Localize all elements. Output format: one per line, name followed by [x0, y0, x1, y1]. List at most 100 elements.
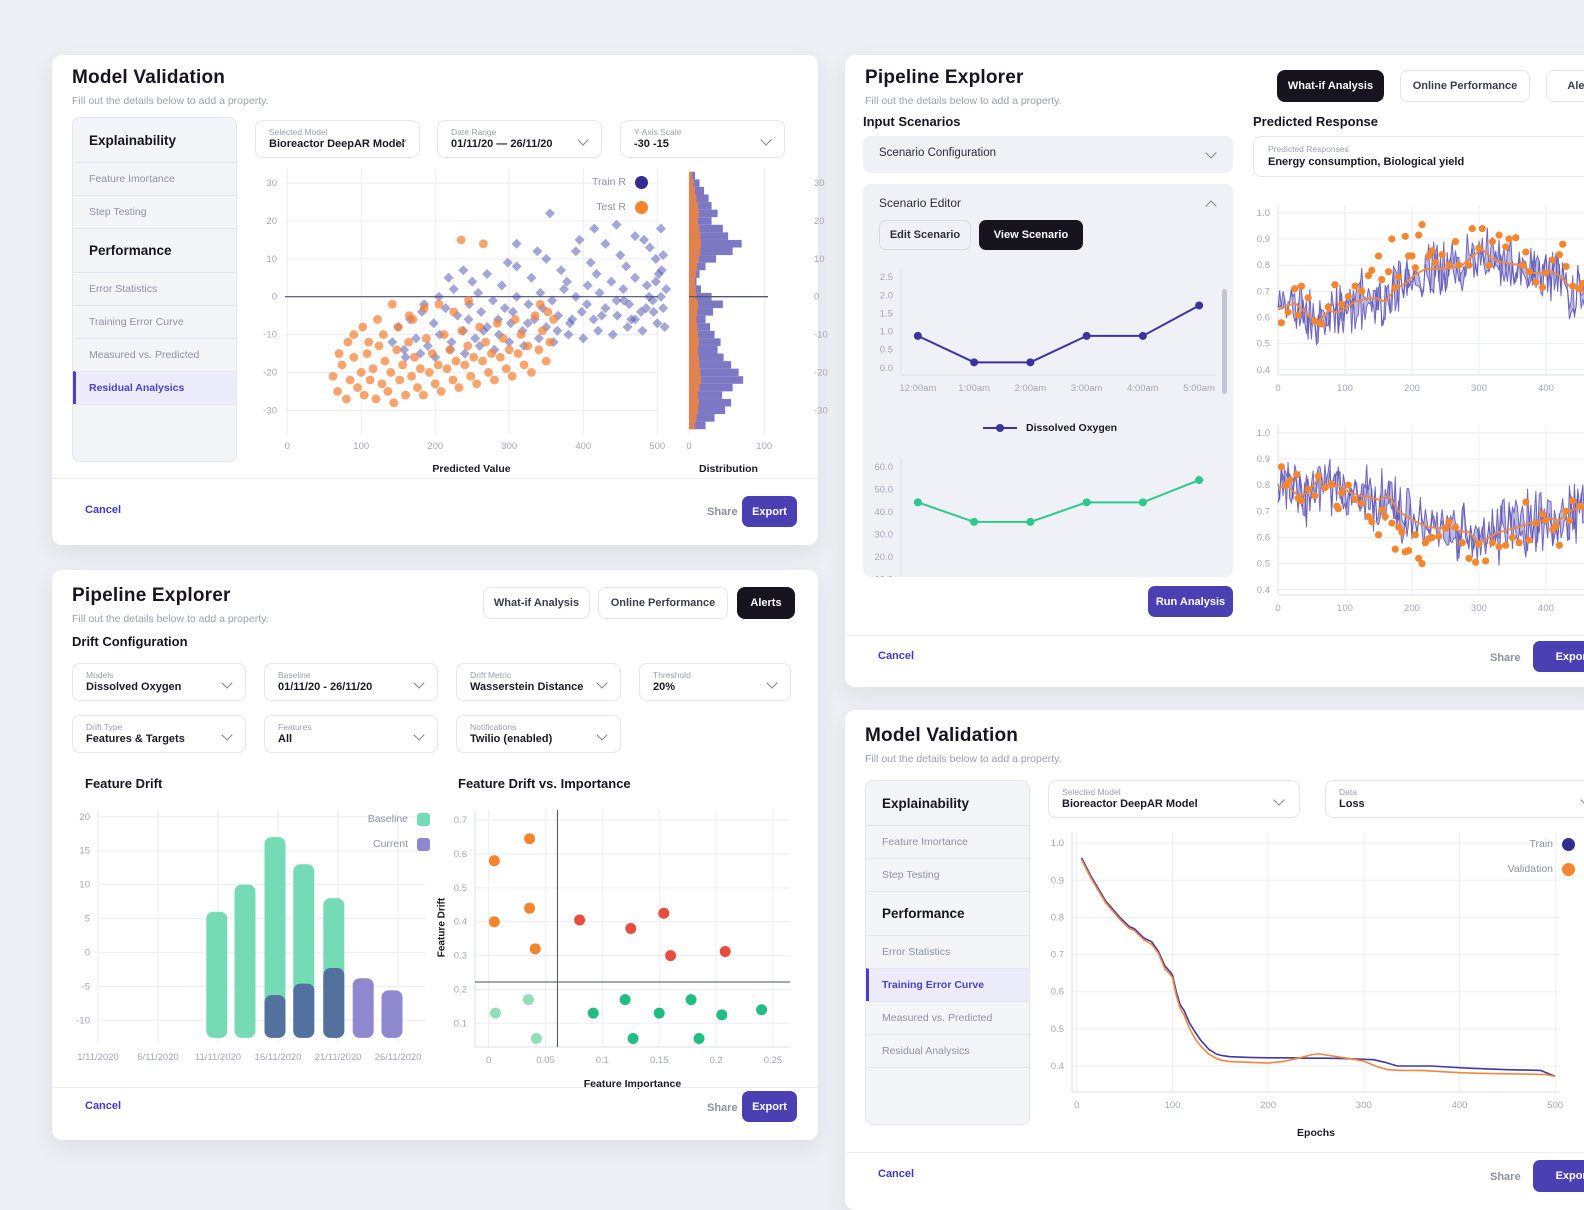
- run-analysis-button[interactable]: Run Analysis: [1148, 586, 1233, 617]
- svg-text:0.4: 0.4: [454, 917, 467, 928]
- svg-text:0.9: 0.9: [1257, 454, 1270, 465]
- svg-text:30: 30: [266, 178, 277, 189]
- selected-model-select[interactable]: Selected Model Bioreactor DeepAR Model: [255, 120, 420, 158]
- svg-text:100: 100: [353, 441, 369, 452]
- sidebar-item[interactable]: Training Error Curve: [866, 968, 1029, 1001]
- share-button[interactable]: Share: [1490, 652, 1521, 664]
- svg-text:400: 400: [1538, 603, 1554, 614]
- svg-text:10: 10: [266, 254, 277, 265]
- select-label: Models: [86, 670, 114, 680]
- svg-text:0.6: 0.6: [1257, 312, 1270, 323]
- date-range-select[interactable]: Date Range 01/11/20 — 26/11/20: [437, 120, 602, 158]
- feature-drift-bar-chart: 1/11/2020 6/11/2020 11/11/2020 16/11/2020 21…: [72, 798, 442, 1088]
- svg-text:50.0: 50.0: [875, 485, 894, 496]
- sidebar-item[interactable]: Residual Analysics: [866, 1034, 1029, 1067]
- select-value: Loss: [1339, 798, 1365, 810]
- models-select[interactable]: Models Dissolved Oxygen: [72, 663, 246, 701]
- svg-text:2.0: 2.0: [880, 290, 893, 301]
- data-select[interactable]: Data Loss: [1325, 780, 1584, 818]
- cancel-button[interactable]: Cancel: [85, 1100, 122, 1112]
- svg-text:0.15: 0.15: [650, 1055, 669, 1066]
- chart-title: Feature Drift vs. Importance: [458, 776, 631, 791]
- bars-legend: Baseline Current: [320, 812, 430, 851]
- dropdown-label: Scenario Configuration: [879, 147, 996, 159]
- svg-text:0.4: 0.4: [1051, 1061, 1064, 1072]
- y-axis-scale-select[interactable]: Y-Axis Scale -30 -15: [620, 120, 785, 158]
- tab-online-performance[interactable]: Online Performance: [1400, 70, 1530, 102]
- svg-text:400: 400: [1452, 1100, 1468, 1111]
- sidebar-item[interactable]: Error Statistics: [73, 272, 236, 305]
- select-label: Drift Metric: [470, 670, 512, 680]
- scrollbar[interactable]: [1222, 289, 1227, 394]
- export-button[interactable]: Export: [742, 1091, 797, 1122]
- drift-type-select[interactable]: Drift Type Features & Targets: [72, 715, 246, 753]
- svg-text:0.1: 0.1: [596, 1055, 609, 1066]
- svg-text:Predicted Value: Predicted Value: [432, 463, 510, 475]
- legend-label: Baseline: [367, 813, 408, 825]
- baseline-select[interactable]: Baseline 01/11/20 - 26/11/20: [264, 663, 438, 701]
- field-label: Predicted Responses: [1268, 144, 1349, 154]
- svg-text:0: 0: [272, 292, 277, 303]
- svg-text:0.5: 0.5: [454, 883, 467, 894]
- training-error-chart: 0 100 200 300 400 500 0.4 0.5 0.6 0.7 0.8 0.9 1.0 Epo…: [1039, 820, 1579, 1142]
- chevron-down-icon: [596, 677, 608, 689]
- selected-model-select[interactable]: Selected Model Bioreactor DeepAR Model: [1048, 780, 1300, 818]
- svg-text:5: 5: [85, 914, 90, 925]
- cancel-button[interactable]: Cancel: [85, 504, 122, 516]
- legend-label: Validation: [1507, 863, 1553, 875]
- svg-text:0.7: 0.7: [454, 815, 467, 826]
- svg-text:20.0: 20.0: [875, 552, 894, 563]
- input-scenarios-heading: Input Scenarios: [863, 114, 961, 129]
- share-button[interactable]: Share: [1490, 1171, 1521, 1183]
- predicted-responses-field[interactable]: Predicted Responses Energy consumption, …: [1253, 136, 1584, 177]
- export-button[interactable]: Export: [1533, 641, 1584, 672]
- export-button[interactable]: Export: [1533, 1160, 1584, 1192]
- svg-text:5:00am: 5:00am: [1183, 383, 1215, 394]
- tab-online-performance[interactable]: Online Performance: [598, 587, 728, 619]
- cancel-button[interactable]: Cancel: [878, 650, 915, 662]
- svg-text:100: 100: [756, 441, 772, 452]
- notifications-select[interactable]: Notifications Twilio (enabled): [456, 715, 621, 753]
- tab-alerts[interactable]: Alerts: [737, 587, 795, 619]
- select-value: Bioreactor DeepAR Model: [1062, 798, 1198, 810]
- sidebar-item[interactable]: Error Statistics: [866, 935, 1029, 968]
- tab-what-if-analysis[interactable]: What-if Analysis: [1277, 70, 1384, 102]
- view-scenario-button[interactable]: View Scenario: [979, 220, 1083, 250]
- chevron-down-icon: [413, 729, 425, 741]
- svg-text:0.0: 0.0: [880, 363, 893, 374]
- legend-label: Dissolved Oxygen: [1026, 422, 1118, 434]
- threshold-select[interactable]: Threshold 20%: [639, 663, 791, 701]
- chevron-up-icon[interactable]: [1205, 200, 1217, 212]
- sidebar-item[interactable]: Step Testing: [866, 858, 1029, 891]
- tab-what-if-analysis[interactable]: What-if Analysis: [483, 587, 590, 619]
- distribution-histogram-chart: 0 100 -30 -20 -10 0 10 20 30 Distribution: [662, 158, 847, 478]
- model-validation-training-panel: Model Validation Fill out the details be…: [845, 710, 1584, 1210]
- share-button[interactable]: Share: [707, 506, 738, 518]
- drift-metric-select[interactable]: Drift Metric Wasserstein Distance: [456, 663, 621, 701]
- svg-text:0.5: 0.5: [1051, 1024, 1064, 1035]
- sidebar-item[interactable]: Residual Analysics: [73, 371, 236, 404]
- svg-text:0.5: 0.5: [880, 345, 893, 356]
- svg-text:-10: -10: [263, 330, 277, 341]
- select-label: Data: [1339, 787, 1357, 797]
- features-select[interactable]: Features All: [264, 715, 438, 753]
- svg-text:-30: -30: [263, 405, 277, 416]
- sidebar-item[interactable]: Training Error Curve: [73, 305, 236, 338]
- tab-alerts[interactable]: Alerts: [1546, 70, 1584, 102]
- sidebar-item[interactable]: Measured vs. Predicted: [73, 338, 236, 371]
- sidebar-item[interactable]: Feature Imortance: [866, 825, 1029, 858]
- edit-scenario-button[interactable]: Edit Scenario: [879, 220, 971, 250]
- svg-text:0.7: 0.7: [1051, 950, 1064, 961]
- export-button[interactable]: Export: [742, 496, 797, 527]
- cancel-button[interactable]: Cancel: [878, 1168, 915, 1180]
- select-label: Features: [278, 722, 312, 732]
- scenario-configuration-dropdown[interactable]: Scenario Configuration: [863, 136, 1233, 173]
- chevron-down-icon: [1273, 794, 1285, 806]
- share-button[interactable]: Share: [707, 1102, 738, 1114]
- line-marker-icon: [983, 424, 1017, 432]
- sidebar-item[interactable]: Measured vs. Predicted: [866, 1001, 1029, 1034]
- sidebar-item[interactable]: Feature Imortance: [73, 162, 236, 195]
- svg-text:-10: -10: [76, 1015, 90, 1026]
- sidebar-item[interactable]: Step Testing: [73, 195, 236, 228]
